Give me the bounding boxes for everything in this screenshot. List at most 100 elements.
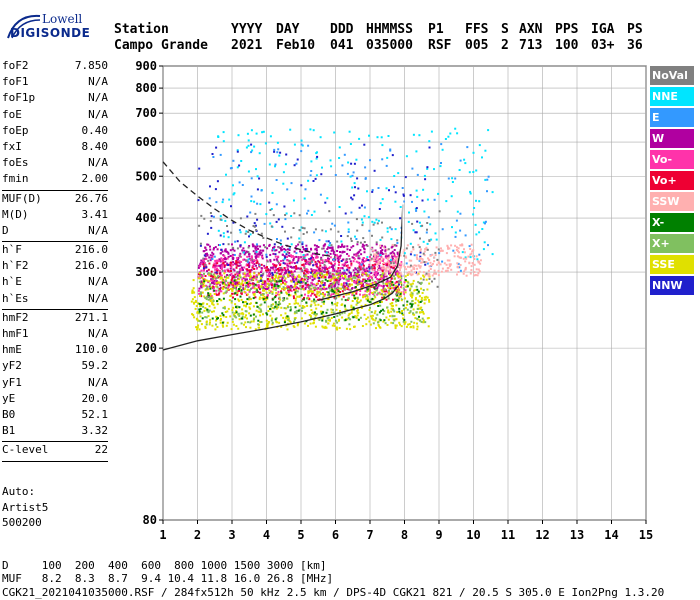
echo-point (393, 253, 396, 256)
echo-point (316, 255, 319, 258)
echo-point (223, 266, 226, 269)
echo-point (350, 262, 353, 265)
echo-point (300, 294, 303, 297)
echo-point (230, 265, 233, 268)
echo-point (362, 257, 365, 259)
echo-point (384, 270, 387, 273)
echo-point (321, 317, 324, 320)
echo-point (262, 272, 265, 275)
echo-point (207, 268, 210, 271)
echo-point (341, 251, 344, 254)
echo-point (386, 261, 389, 264)
echo-point (393, 249, 396, 251)
echo-point (331, 308, 334, 311)
echo-point (318, 279, 321, 282)
header-label-ddd: DDD (330, 22, 354, 37)
echo-point (253, 222, 256, 225)
echo-point (274, 253, 277, 256)
echo-point (260, 303, 263, 306)
echo-point (393, 244, 396, 247)
echo-point (418, 295, 421, 298)
echo-point (419, 225, 422, 228)
echo-point (216, 262, 219, 265)
echo-point (345, 264, 348, 267)
echo-point (280, 260, 282, 262)
param-key: foE (2, 107, 22, 121)
echo-point (295, 286, 297, 288)
echo-point (206, 243, 209, 246)
echo-point (239, 276, 242, 279)
echo-point (406, 303, 409, 306)
echo-point (248, 290, 251, 293)
echo-point (252, 245, 255, 248)
echo-point (223, 255, 226, 258)
echo-point (270, 266, 272, 269)
echo-point (219, 260, 222, 263)
echo-point (373, 253, 376, 256)
echo-point (192, 287, 195, 290)
echo-point (319, 274, 322, 277)
echo-point (396, 291, 399, 294)
echo-point (294, 293, 297, 296)
echo-point (365, 318, 368, 321)
echo-point (214, 188, 217, 191)
echo-point (220, 299, 223, 302)
echo-point (192, 291, 195, 294)
echo-point (229, 267, 232, 270)
echo-point (392, 298, 394, 301)
echo-point (474, 223, 477, 226)
legend-item-vo-minus: Vo- (650, 150, 694, 169)
param-key: yF2 (2, 359, 22, 373)
echo-point (412, 325, 415, 328)
echo-point (449, 132, 452, 135)
echo-point (274, 296, 277, 299)
echo-point (334, 283, 337, 286)
echo-point (355, 253, 358, 256)
echo-point (445, 200, 448, 203)
echo-point (332, 250, 335, 253)
echo-point (331, 264, 334, 267)
echo-point (248, 264, 251, 267)
echo-point (297, 259, 300, 262)
echo-point (351, 279, 354, 282)
echo-point (405, 268, 408, 271)
echo-point (367, 290, 370, 292)
echo-point (354, 297, 356, 300)
echo-point (335, 272, 338, 275)
echo-point (275, 287, 277, 290)
x-tick-label: 14 (604, 528, 618, 542)
echo-point (280, 290, 283, 293)
echo-point (240, 298, 243, 301)
echo-point (238, 164, 241, 167)
echo-point (481, 228, 484, 230)
echo-point (346, 253, 349, 255)
echo-point (321, 279, 324, 282)
echo-point (309, 257, 312, 260)
echo-point (403, 266, 406, 268)
echo-point (286, 259, 289, 262)
echo-point (330, 262, 333, 265)
echo-point (366, 190, 368, 193)
echo-point (366, 245, 369, 247)
echo-point (285, 271, 288, 274)
echo-point (445, 263, 448, 266)
echo-point (393, 310, 396, 313)
legend-item-e: E (650, 108, 694, 127)
echo-point (264, 297, 267, 300)
echo-point (252, 262, 255, 265)
echo-point (377, 305, 380, 307)
echo-point (264, 280, 267, 283)
echo-point (418, 282, 421, 285)
echo-point (380, 259, 383, 262)
echo-point (357, 280, 360, 283)
echo-point (316, 272, 319, 275)
echo-point (219, 321, 222, 324)
echo-point (439, 165, 442, 168)
echo-point (329, 246, 332, 249)
echo-point (207, 298, 210, 301)
echo-point (419, 266, 422, 269)
echo-point (309, 275, 312, 278)
echo-point (253, 145, 256, 148)
echo-point (242, 277, 245, 280)
echo-point (436, 258, 439, 261)
